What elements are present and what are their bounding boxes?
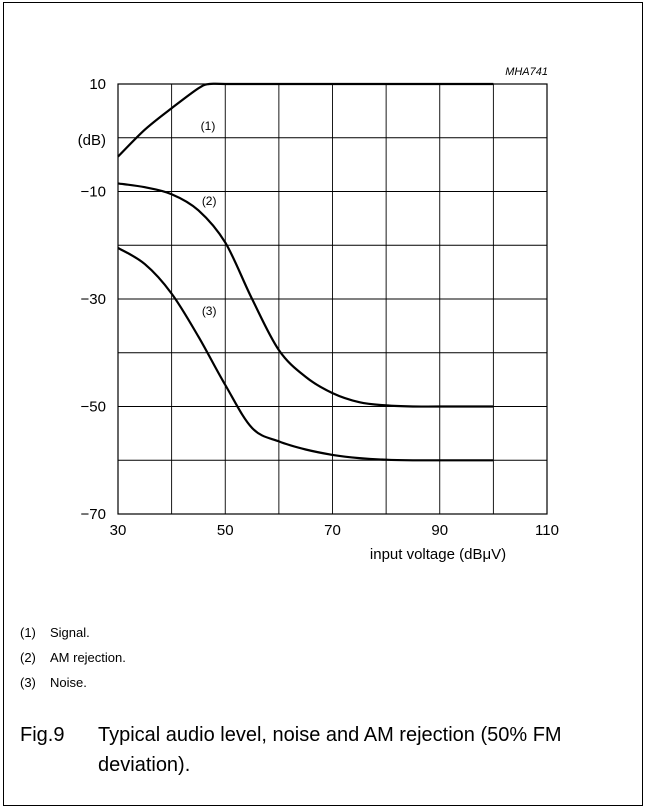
note-text: Noise.: [50, 675, 87, 690]
series-label-2: (2): [202, 194, 217, 208]
y-tick-label: −50: [81, 399, 106, 416]
notes-list: (1) Signal. (2) AM rejection. (3) Noise.: [20, 620, 126, 695]
figure-code: MHA741: [505, 66, 548, 78]
series-label-1: (1): [201, 119, 216, 133]
x-tick-label: 90: [431, 522, 448, 539]
x-axis-label: input voltage (dBμV): [370, 546, 506, 563]
note-item: (2) AM rejection.: [20, 645, 126, 670]
series-line-1: [117, 82, 494, 158]
note-item: (3) Noise.: [20, 670, 126, 695]
figure-frame: [3, 2, 643, 806]
x-tick-label: 110: [535, 522, 559, 539]
y-tick-label: −30: [81, 291, 106, 308]
figure-caption: Fig.9 Typical audio level, noise and AM …: [20, 720, 618, 780]
y-axis-label: (dB): [78, 132, 106, 149]
y-tick-label: −10: [81, 184, 106, 201]
caption-text: Typical audio level, noise and AM reject…: [98, 724, 562, 776]
series-label-3: (3): [202, 304, 217, 318]
note-number: (2): [20, 650, 36, 665]
note-number: (3): [20, 675, 36, 690]
note-number: (1): [20, 625, 36, 640]
figure-number: Fig.9: [20, 724, 65, 746]
note-item: (1) Signal.: [20, 620, 126, 645]
series-line-3: [117, 246, 494, 462]
y-tick-label: −70: [81, 506, 106, 523]
note-text: AM rejection.: [50, 650, 126, 665]
note-text: Signal.: [50, 625, 90, 640]
x-tick-label: 30: [110, 522, 127, 539]
x-tick-label: 50: [217, 522, 234, 539]
x-tick-label: 70: [324, 522, 341, 539]
series-line-2: [117, 182, 494, 408]
y-tick-label: 10: [89, 76, 106, 93]
